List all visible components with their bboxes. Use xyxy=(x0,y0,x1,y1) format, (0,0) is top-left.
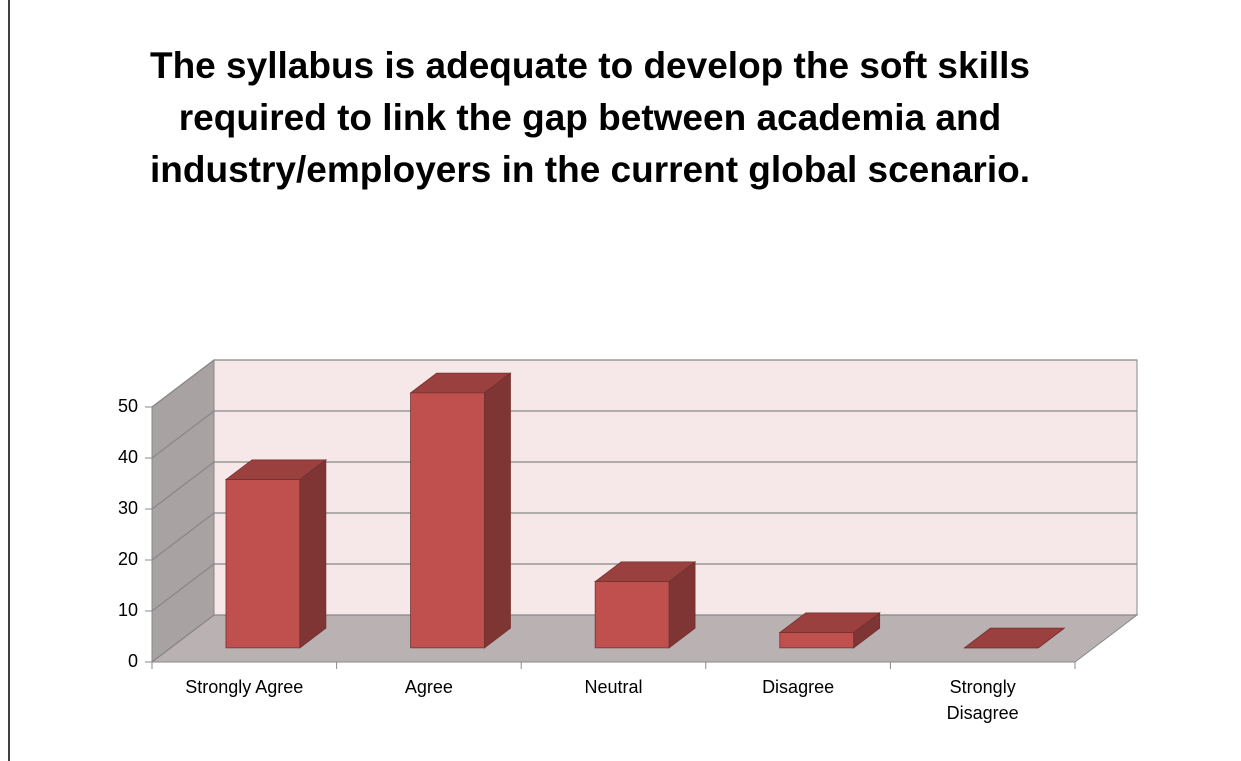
x-tick-label: Strongly Disagree xyxy=(946,677,1019,723)
x-tick-label: Strongly Agree xyxy=(185,677,304,697)
left-wall xyxy=(151,358,215,664)
chart-title: The syllabus is adequate to develop the … xyxy=(149,45,1030,190)
grid-line xyxy=(151,563,1137,612)
bar xyxy=(409,372,512,649)
y-tick-label: 40 xyxy=(118,447,138,467)
bar xyxy=(778,612,881,649)
grid-line xyxy=(151,359,1137,408)
grid-line xyxy=(151,461,1137,510)
grid-line xyxy=(151,512,1137,561)
bar-side xyxy=(484,372,511,649)
y-tick-label: 0 xyxy=(128,651,138,671)
bar-side xyxy=(299,459,327,649)
y-tick-label: 10 xyxy=(118,600,138,620)
bar xyxy=(224,459,328,649)
y-tick-label: 50 xyxy=(118,396,138,416)
bar-front xyxy=(225,479,301,649)
bar-front xyxy=(410,392,485,649)
bar xyxy=(963,627,1066,649)
bar-front xyxy=(594,581,670,649)
bar-front xyxy=(779,632,855,649)
y-tick-label: 30 xyxy=(118,498,138,518)
x-tick-label: Agree xyxy=(404,677,453,697)
grid-line xyxy=(151,410,1137,459)
bar xyxy=(593,561,697,649)
y-tick-label: 20 xyxy=(118,549,138,569)
x-tick-label: Neutral xyxy=(584,677,643,697)
x-tick-label: Disagree xyxy=(762,677,835,697)
